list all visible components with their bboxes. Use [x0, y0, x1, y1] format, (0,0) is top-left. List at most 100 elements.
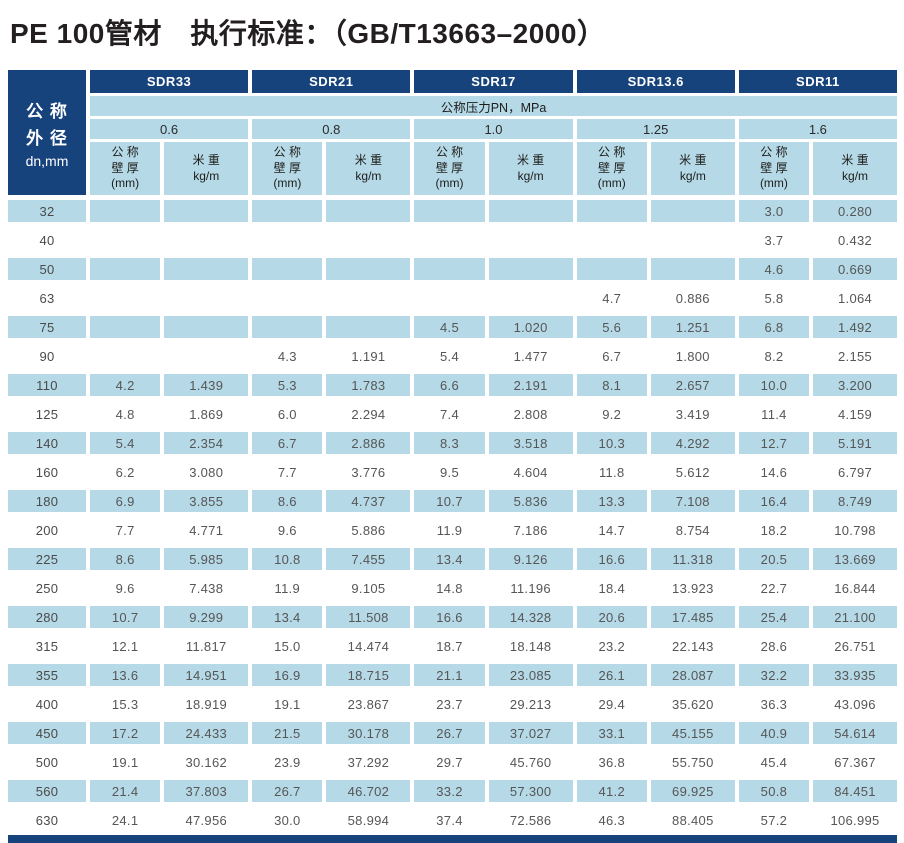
- dn-cell: 250: [35, 580, 59, 596]
- value-cell: 3.080: [189, 464, 224, 480]
- table-row: 40 3.7 0.432: [8, 229, 897, 251]
- value-cell: 29.4: [598, 696, 625, 712]
- value-cell: 7.7: [277, 464, 297, 480]
- value-cell: 47.956: [185, 812, 227, 828]
- value-cell: [326, 287, 410, 309]
- page-title: PE 100管材 执行标准：（GB/T13663–2000）: [10, 18, 606, 49]
- value-cell: 23.085: [488, 664, 573, 686]
- value-cell: 29.7: [436, 754, 463, 770]
- spec-table: 公 称 外 径 dn,mm SDR33 SDR21 SDR17 SDR13.6 …: [8, 70, 897, 843]
- value-cell: 1.020: [488, 316, 573, 338]
- value-cell: 57.300: [488, 780, 573, 802]
- weight-header-cell: 米 重 kg/m: [488, 142, 573, 195]
- table-row: 32 3.0 0.280: [8, 200, 897, 222]
- value-cell: 1.783: [326, 374, 411, 396]
- value-cell: 45.4: [760, 754, 788, 770]
- weight-header-cell: 米 重 kg/m: [164, 142, 249, 195]
- table-row: 500 19.1 30.162 23.9 37.292 29.7 45.760 …: [8, 751, 897, 773]
- value-cell: [576, 200, 647, 222]
- value-cell: [252, 316, 323, 338]
- value-cell: 7.4: [440, 406, 460, 422]
- sdr-header-cell: SDR33: [90, 70, 249, 93]
- value-cell: 1.064: [838, 290, 873, 306]
- weight-header-cell: 米 重 kg/m: [326, 142, 411, 195]
- corner-line3: dn,mm: [25, 152, 69, 169]
- wall-line1: 公 称: [760, 145, 788, 160]
- value-cell: 9.299: [164, 606, 249, 628]
- dn-cell: 630: [35, 812, 59, 828]
- value-cell: 5.191: [813, 432, 897, 454]
- value-cell: 6.797: [838, 464, 873, 480]
- dn-cell: 32: [8, 200, 86, 222]
- dn-cell: 355: [8, 664, 86, 686]
- value-cell: 46.3: [598, 812, 625, 828]
- value-cell: 2.294: [351, 406, 386, 422]
- value-cell: 106.995: [830, 812, 880, 828]
- table-row: 250 9.6 7.438 11.9 9.105 14.8 11.196 18.…: [8, 577, 897, 599]
- value-cell: 18.715: [326, 664, 411, 686]
- value-cell: 20.5: [738, 548, 810, 570]
- value-cell: 15.0: [274, 638, 301, 654]
- value-cell: 24.1: [111, 812, 139, 828]
- value-cell: 7.7: [115, 522, 135, 538]
- pressure-value-cell: 1.25: [576, 119, 735, 139]
- value-cell: 32.2: [738, 664, 810, 686]
- value-cell: 4.771: [189, 522, 224, 538]
- value-cell: [326, 258, 411, 280]
- dn-cell: 500: [35, 754, 59, 770]
- dn-cell: 125: [35, 406, 59, 422]
- wall-line3: (mm): [111, 176, 140, 191]
- value-cell: 24.433: [164, 722, 249, 744]
- value-cell: [488, 200, 573, 222]
- value-cell: 11.9: [274, 580, 301, 596]
- value-cell: [326, 229, 410, 251]
- table-row: 560 21.4 37.803 26.7 46.702 33.2 57.300 …: [8, 780, 897, 802]
- table-row: 63 4.7 0.886 5.8 1.064: [8, 287, 897, 309]
- value-cell: 1.477: [513, 348, 548, 364]
- value-cell: 4.6: [738, 258, 810, 280]
- value-cell: 8.6: [252, 490, 323, 512]
- value-cell: 36.3: [760, 696, 788, 712]
- value-cell: 5.985: [164, 548, 249, 570]
- sdr-header-cell: SDR17: [414, 70, 573, 93]
- dn-cell: 560: [8, 780, 86, 802]
- value-cell: 20.6: [576, 606, 647, 628]
- pressure-label-cell: 公称压力PN，MPa: [90, 96, 897, 116]
- value-cell: 29.213: [509, 696, 552, 712]
- value-cell: 10.8: [252, 548, 323, 570]
- value-cell: 1.251: [650, 316, 735, 338]
- value-cell: 5.612: [675, 464, 710, 480]
- value-cell: [414, 258, 485, 280]
- wall-line1: 公 称: [435, 145, 464, 160]
- value-cell: 21.4: [90, 780, 161, 802]
- wall-header-cell: 公 称 壁 厚 (mm): [252, 142, 323, 195]
- value-cell: 8.2: [764, 348, 784, 364]
- weight-line1: 米 重: [354, 152, 383, 167]
- table-row: 280 10.7 9.299 13.4 11.508 16.6 14.328 2…: [8, 606, 897, 628]
- table-row: 315 12.1 11.817 15.0 14.474 18.7 18.148 …: [8, 635, 897, 657]
- weight-line2: kg/m: [193, 168, 220, 183]
- value-cell: [90, 345, 160, 367]
- table-body: 32 3.0 0.280 40 3.7 0.432 50 4.6 0: [8, 200, 897, 831]
- value-cell: 13.669: [813, 548, 897, 570]
- dn-cell: 160: [35, 464, 59, 480]
- value-cell: 37.803: [164, 780, 249, 802]
- value-cell: 4.3: [277, 348, 297, 364]
- value-cell: 5.836: [488, 490, 573, 512]
- value-cell: 6.7: [602, 348, 622, 364]
- value-cell: 58.994: [347, 812, 390, 828]
- value-cell: 11.817: [185, 638, 227, 654]
- corner-line2: 外 径: [26, 128, 68, 148]
- value-cell: 6.2: [115, 464, 135, 480]
- table-row: 355 13.6 14.951 16.9 18.715 21.1 23.085 …: [8, 664, 897, 686]
- value-cell: 12.1: [111, 638, 139, 654]
- value-cell: 4.8: [115, 406, 135, 422]
- dn-cell: 200: [35, 522, 59, 538]
- value-cell: [252, 287, 322, 309]
- wall-line3: (mm): [759, 176, 788, 191]
- value-cell: 4.5: [414, 316, 485, 338]
- value-cell: 11.8: [598, 464, 625, 480]
- value-cell: 7.186: [513, 522, 548, 538]
- wall-line1: 公 称: [111, 145, 139, 160]
- pressure-value-cell: 0.6: [90, 119, 249, 139]
